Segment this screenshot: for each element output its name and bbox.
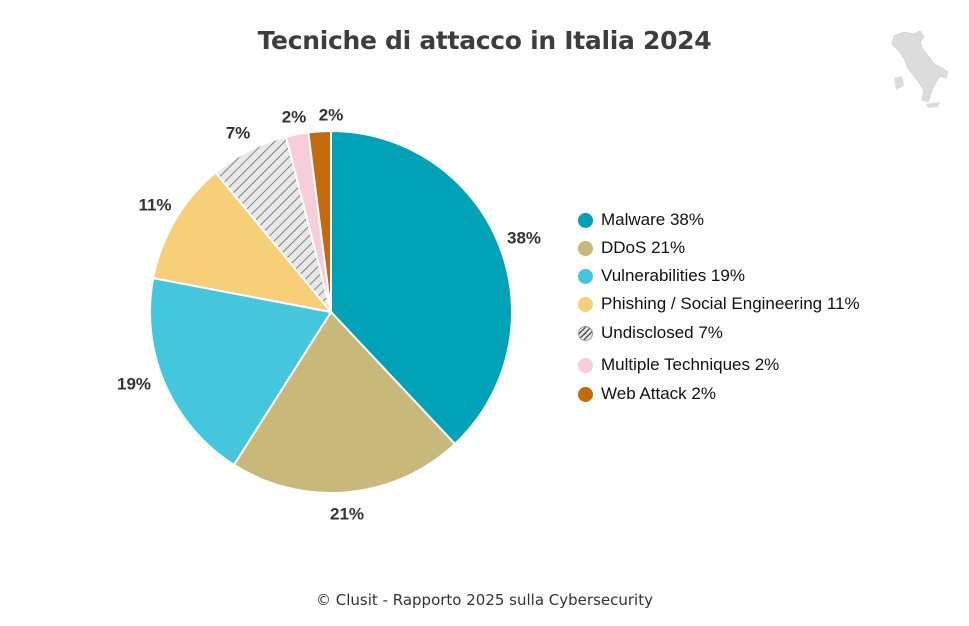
pie-slice-ddos	[232, 310, 457, 494]
pie-slice-malware	[330, 129, 513, 446]
italy-map-icon	[891, 30, 949, 108]
chart-title: Tecniche di attacco in Italia 2024	[257, 26, 712, 55]
legend-swatch	[578, 213, 593, 228]
slice-label: 19%	[117, 374, 151, 393]
legend-label: Multiple Techniques 2%	[601, 355, 780, 374]
legend-swatch	[578, 326, 593, 341]
slice-label: 21%	[330, 504, 364, 523]
legend-swatch	[578, 297, 593, 312]
pie-slice-web-attack	[307, 129, 332, 313]
slice-label: 38%	[507, 228, 541, 247]
legend-swatch	[578, 241, 593, 256]
legend-label: Phishing / Social Engineering 11%	[601, 294, 860, 313]
legend-label: Undisclosed 7%	[601, 323, 723, 342]
legend-label: Web Attack 2%	[601, 384, 716, 403]
pie-slice-vulnerabilities	[149, 276, 333, 467]
legend-swatch	[578, 269, 593, 284]
legend-label: Malware 38%	[601, 210, 704, 229]
slice-label: 11%	[138, 195, 171, 214]
legend-label: Vulnerabilities 19%	[601, 266, 745, 285]
legend-swatch	[578, 387, 593, 402]
footer-credit: © Clusit - Rapporto 2025 sulla Cybersecu…	[316, 591, 653, 609]
legend-swatch	[578, 358, 593, 373]
legend-label: DDoS 21%	[601, 238, 686, 257]
slice-label: 7%	[226, 123, 251, 142]
pie-slice-phishing-social-engineering	[152, 171, 334, 314]
slice-label: 2%	[282, 107, 307, 126]
slice-label: 2%	[319, 105, 344, 124]
